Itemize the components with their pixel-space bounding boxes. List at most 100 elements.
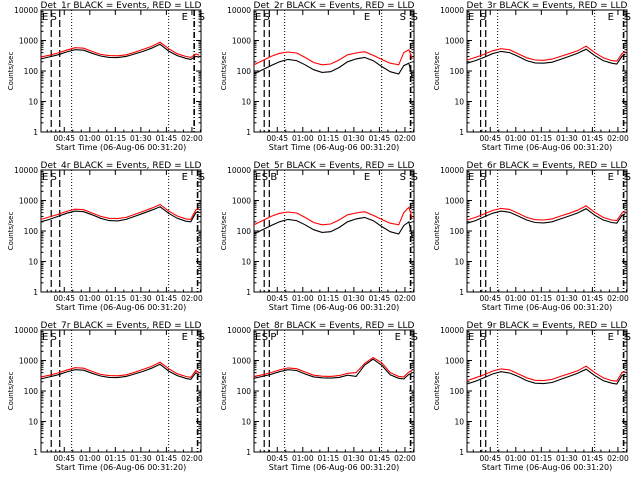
x-tick-label: 01:15 bbox=[105, 294, 127, 303]
plot-frame bbox=[466, 9, 628, 133]
y-tick-label: 10000 bbox=[227, 6, 251, 15]
x-tick-label: 01:00 bbox=[292, 294, 314, 303]
event-letter: E bbox=[364, 172, 370, 183]
x-tick-label: 00:45 bbox=[266, 454, 288, 463]
event-letter: E bbox=[182, 332, 188, 343]
x-tick-label: 01:00 bbox=[79, 454, 101, 463]
x-tick-label: 01:30 bbox=[130, 294, 152, 303]
y-tick-label: 1 bbox=[246, 128, 251, 137]
y-tick-label: 100 bbox=[450, 387, 465, 396]
panel-title: Det_3r BLACK = Events, RED = LLD bbox=[467, 1, 628, 11]
y-tick-label: 1000 bbox=[19, 357, 38, 366]
panel: Det_2r BLACK = Events, RED = LLD 1 10 100 10… bbox=[220, 1, 418, 152]
y-tick-label: 100 bbox=[450, 227, 465, 236]
x-tick-label: 01:15 bbox=[531, 134, 553, 143]
events-series-line bbox=[40, 363, 200, 381]
y-tick-label: 10 bbox=[28, 98, 38, 107]
x-axis-label: Start Time (06-Aug-06 00:31:20) bbox=[56, 143, 187, 152]
x-tick-label: 01:45 bbox=[582, 454, 604, 463]
event-letter: E bbox=[468, 172, 474, 183]
x-tick-label: 01:00 bbox=[505, 294, 527, 303]
x-axis-label: Start Time (06-Aug-06 00:31:20) bbox=[482, 463, 613, 472]
y-tick-label: 1000 bbox=[445, 357, 464, 366]
y-tick-label: 100 bbox=[24, 227, 39, 236]
y-tick-label: 10 bbox=[454, 258, 464, 267]
x-tick-label: 00:45 bbox=[266, 134, 288, 143]
y-tick-label: 1 bbox=[459, 288, 464, 297]
event-letter: E bbox=[255, 172, 261, 183]
y-tick-label: 1000 bbox=[232, 37, 251, 46]
event-letter: E bbox=[608, 172, 614, 183]
events-series-line bbox=[466, 368, 626, 385]
panel: Det_9r BLACK = Events, RED = LLD 1 10 100 10… bbox=[433, 321, 631, 472]
x-tick-label: 01:00 bbox=[292, 134, 314, 143]
event-letter: E bbox=[42, 172, 48, 183]
y-tick-label: 100 bbox=[450, 67, 465, 76]
y-axis-label: Counts/sec bbox=[220, 212, 228, 251]
y-axis-label: Counts/sec bbox=[7, 212, 15, 251]
x-tick-label: 01:00 bbox=[292, 454, 314, 463]
x-axis-label: Start Time (06-Aug-06 00:31:20) bbox=[269, 303, 400, 312]
event-letter: E bbox=[364, 12, 370, 23]
x-axis-label: Start Time (06-Aug-06 00:31:20) bbox=[56, 303, 187, 312]
y-tick-label: 10000 bbox=[227, 326, 251, 335]
y-tick-label: 100 bbox=[237, 227, 252, 236]
y-axis-label: Counts/sec bbox=[220, 372, 228, 411]
event-letter: E bbox=[608, 12, 614, 23]
x-tick-label: 01:45 bbox=[156, 134, 178, 143]
y-tick-label: 100 bbox=[24, 387, 39, 396]
y-tick-label: 1 bbox=[246, 288, 251, 297]
event-letter: S bbox=[199, 332, 205, 343]
y-tick-label: 1 bbox=[459, 448, 464, 457]
y-tick-label: 1 bbox=[33, 288, 38, 297]
x-tick-label: 01:45 bbox=[369, 454, 391, 463]
events-series-line bbox=[40, 43, 200, 60]
panel-title: Det_9r BLACK = Events, RED = LLD bbox=[467, 321, 628, 331]
x-tick-label: 02:00 bbox=[607, 134, 629, 143]
panel: Det_1r BLACK = Events, RED = LLD 1 10 100 10… bbox=[7, 1, 205, 152]
y-tick-label: 10000 bbox=[440, 166, 464, 175]
panel: Det_5r BLACK = Events, RED = LLD 1 10 100 10… bbox=[220, 161, 418, 312]
event-letter: E bbox=[42, 12, 48, 23]
x-tick-label: 01:45 bbox=[369, 134, 391, 143]
panel: Det_7r BLACK = Events, RED = LLD 1 10 100 10… bbox=[7, 321, 205, 472]
x-tick-label: 00:45 bbox=[479, 134, 501, 143]
lld-series-line bbox=[40, 203, 200, 220]
y-tick-label: 10 bbox=[241, 418, 251, 427]
event-letter: S bbox=[480, 12, 486, 23]
x-tick-label: 01:30 bbox=[556, 294, 578, 303]
events-series-line bbox=[466, 208, 626, 224]
event-letter: S bbox=[625, 332, 631, 343]
panel-title: Det_2r BLACK = Events, RED = LLD bbox=[254, 1, 415, 11]
y-tick-label: 1000 bbox=[232, 197, 251, 206]
x-axis-label: Start Time (06-Aug-06 00:31:20) bbox=[56, 463, 187, 472]
y-axis-label: Counts/sec bbox=[7, 52, 15, 91]
lld-series-line bbox=[253, 206, 413, 226]
event-letter: P bbox=[270, 332, 276, 343]
y-tick-label: 10 bbox=[241, 98, 251, 107]
event-letter: S bbox=[199, 12, 205, 23]
event-letter: E bbox=[395, 332, 401, 343]
x-tick-label: 01:00 bbox=[505, 134, 527, 143]
event-letter: E bbox=[255, 12, 261, 23]
events-series-line bbox=[253, 216, 413, 238]
y-axis-label: Counts/sec bbox=[433, 372, 441, 411]
y-tick-label: 10 bbox=[454, 98, 464, 107]
plot-frame bbox=[40, 9, 202, 133]
x-tick-label: 00:45 bbox=[479, 294, 501, 303]
y-tick-label: 1000 bbox=[19, 37, 38, 46]
x-tick-label: 01:15 bbox=[531, 454, 553, 463]
event-letter: S bbox=[412, 172, 418, 183]
y-tick-label: 1000 bbox=[445, 197, 464, 206]
events-series-line bbox=[466, 48, 626, 65]
event-letter: S bbox=[51, 332, 57, 343]
x-tick-label: 02:00 bbox=[607, 454, 629, 463]
y-tick-label: 1 bbox=[246, 448, 251, 457]
x-tick-label: 00:45 bbox=[53, 134, 75, 143]
y-tick-label: 1 bbox=[33, 128, 38, 137]
event-letter: S bbox=[264, 12, 270, 23]
y-axis-label: Counts/sec bbox=[7, 372, 15, 411]
event-letter: E bbox=[182, 172, 188, 183]
event-letter: E bbox=[255, 332, 261, 343]
